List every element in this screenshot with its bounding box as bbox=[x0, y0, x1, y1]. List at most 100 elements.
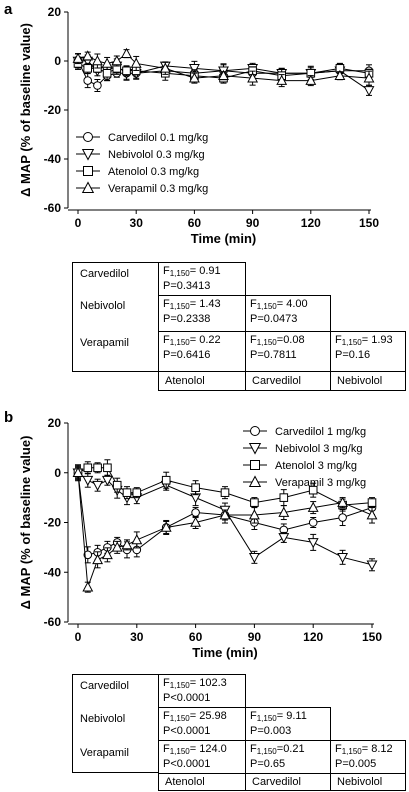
triangle-up-marker bbox=[307, 501, 319, 512]
f-symbol: F bbox=[163, 265, 170, 277]
p-value: P=0.2338 bbox=[163, 313, 211, 325]
f-subscript: 1,150 bbox=[341, 338, 362, 347]
row-label-carvedilol-b: Carvedilol bbox=[80, 680, 129, 692]
triangle-up-marker bbox=[188, 72, 200, 83]
triangle-up-marker bbox=[190, 516, 202, 527]
triangle-down-marker bbox=[248, 443, 262, 455]
stat-cell-nebivolol-carvedilol-a: F1,150= 4.00 P=0.0473 bbox=[245, 295, 331, 332]
triangle-down-marker bbox=[337, 553, 349, 564]
triangle-up-marker bbox=[72, 52, 84, 63]
stat-cell-nebivolol-carvedilol-b: F1,150= 9.11 P=0.003 bbox=[245, 707, 331, 741]
triangle-down-marker bbox=[92, 480, 104, 492]
column-header-divider-a bbox=[245, 371, 331, 391]
triangle-up-marker bbox=[92, 553, 104, 565]
f-value: = 4.00 bbox=[276, 298, 308, 310]
f-symbol: F bbox=[250, 298, 257, 310]
square-marker bbox=[103, 463, 112, 473]
legend-label: Nebivolol 0.3 mg/kg bbox=[108, 149, 205, 161]
triangle-up-marker bbox=[248, 509, 260, 520]
triangle-up-marker bbox=[363, 72, 375, 83]
f-symbol: F bbox=[250, 710, 257, 722]
p-value: P=0.65 bbox=[250, 758, 286, 770]
legend-label: Verapamil 0.3 mg/kg bbox=[108, 183, 208, 195]
triangle-up-marker bbox=[248, 475, 262, 487]
y-axis-label: Δ MAP (% of baseline value) bbox=[18, 23, 33, 197]
col-label-atenolol-b: Atenolol bbox=[165, 776, 205, 788]
legend-item: Verapamil 3 mg/kg bbox=[243, 475, 366, 489]
triangle-up-marker bbox=[247, 72, 259, 83]
f-subscript: 1,150 bbox=[169, 302, 190, 311]
f-symbol: F bbox=[163, 710, 170, 722]
f-subscript: 1,150 bbox=[169, 681, 190, 690]
square-marker bbox=[102, 68, 112, 78]
col-label-carvedilol-b: Carvedilol bbox=[252, 776, 301, 788]
square-marker bbox=[250, 460, 260, 470]
triangle-down-marker bbox=[248, 553, 260, 564]
square-marker bbox=[83, 64, 93, 73]
triangle-up-marker bbox=[131, 534, 143, 545]
triangle-up-marker bbox=[276, 74, 288, 85]
series-triangle-up bbox=[72, 47, 375, 88]
triangle-up-marker bbox=[305, 74, 317, 85]
triangle-down-marker bbox=[188, 64, 200, 75]
p-value: P=0.16 bbox=[335, 349, 371, 361]
p-value: P<0.0001 bbox=[163, 725, 211, 737]
x-tick-label: 90 bbox=[246, 216, 260, 230]
f-symbol: F bbox=[335, 334, 342, 346]
square-marker bbox=[112, 480, 122, 490]
p-value: P=0.3413 bbox=[163, 280, 211, 292]
col-label-nebivolol-a: Nebivolol bbox=[337, 375, 383, 387]
triangle-up-marker bbox=[366, 509, 378, 520]
f-subscript: 1,150 bbox=[256, 747, 277, 756]
x-tick-label: 0 bbox=[75, 216, 82, 230]
f-symbol: F bbox=[163, 743, 170, 755]
x-tick-label: 90 bbox=[248, 630, 262, 644]
legend-item: Verapamil 0.3 mg/kg bbox=[76, 181, 208, 195]
triangle-up-marker bbox=[81, 181, 95, 193]
col-label-atenolol-a: Atenolol bbox=[165, 375, 205, 387]
p-value: P=0.7811 bbox=[250, 349, 297, 361]
legend-item: Carvedilol 0.1 mg/kg bbox=[76, 132, 208, 144]
triangle-up-marker bbox=[334, 69, 346, 80]
legend-item: Atenolol 0.3 mg/kg bbox=[76, 166, 199, 178]
square-marker bbox=[279, 493, 289, 502]
square-marker bbox=[367, 498, 377, 507]
y-tick-label: -60 bbox=[44, 615, 62, 629]
legend: Carvedilol 1 mg/kg Nebivolol 3 mg/kg Ateno… bbox=[243, 426, 366, 489]
f-symbol: F bbox=[250, 334, 257, 346]
stat-cell-carvedilol-atenolol-a: F1,150= 0.91 P=0.3413 bbox=[158, 262, 246, 296]
series-triangle-up bbox=[72, 466, 378, 593]
f-symbol: F bbox=[163, 298, 170, 310]
p-value: P=0.0473 bbox=[250, 313, 298, 325]
f-value: = 1.43 bbox=[189, 298, 221, 310]
f-value: = 124.0 bbox=[189, 743, 227, 755]
square-marker bbox=[220, 488, 230, 497]
x-tick-label: 60 bbox=[189, 630, 203, 644]
x-axis-label: Time (min) bbox=[191, 231, 257, 246]
square-marker bbox=[83, 463, 93, 473]
y-tick-label: -40 bbox=[44, 152, 62, 166]
column-header-divider-b bbox=[245, 773, 331, 791]
y-tick-label: 0 bbox=[54, 54, 61, 68]
f-value: =0.08 bbox=[276, 334, 305, 346]
legend-label: Verapamil 3 mg/kg bbox=[275, 477, 366, 489]
row-label-carvedilol-a: Carvedilol bbox=[80, 268, 129, 280]
row-label-nebivolol-b: Nebivolol bbox=[80, 713, 126, 725]
legend-item: Nebivolol 3 mg/kg bbox=[243, 443, 362, 455]
triangle-up-marker bbox=[82, 581, 94, 592]
triangle-down-marker bbox=[307, 538, 319, 549]
f-symbol: F bbox=[250, 743, 257, 755]
triangle-up-marker bbox=[111, 541, 123, 552]
f-value: = 8.12 bbox=[361, 743, 393, 755]
legend-item: Carvedilol 1 mg/kg bbox=[243, 426, 366, 438]
circle-marker bbox=[83, 132, 93, 142]
circle-marker bbox=[93, 81, 102, 90]
x-tick-label: 120 bbox=[303, 630, 323, 644]
p-value: P=0.003 bbox=[250, 725, 292, 737]
stat-cell-verapamil-carvedilol-b: F1,150=0.21 P=0.65 bbox=[245, 740, 331, 774]
triangle-up-marker bbox=[130, 57, 142, 68]
x-tick-label: 30 bbox=[130, 630, 144, 644]
y-tick-label: -40 bbox=[44, 565, 62, 579]
f-subscript: 1,150 bbox=[341, 747, 362, 756]
